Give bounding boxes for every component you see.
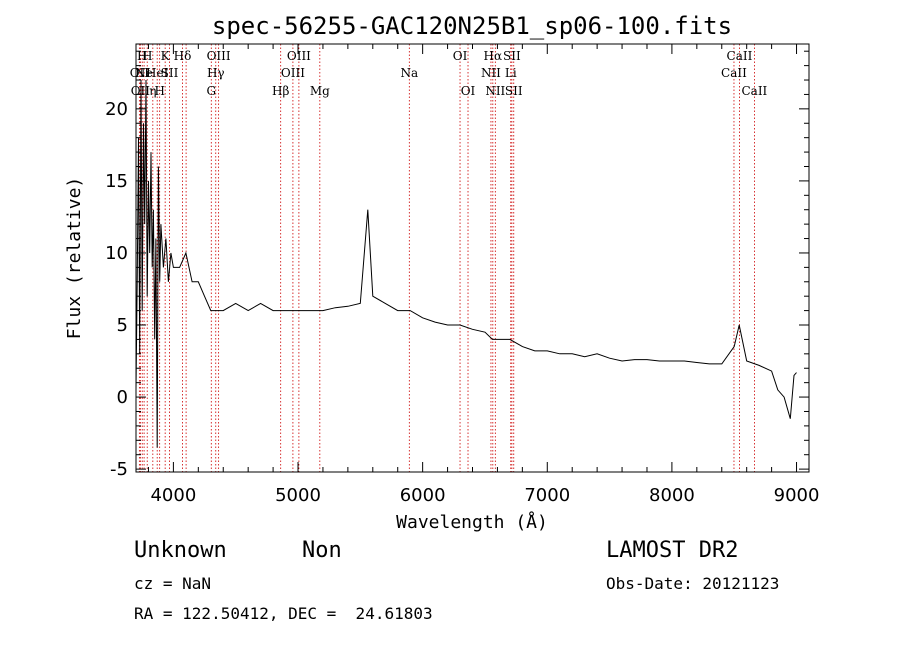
line-label: Hβ (272, 84, 289, 98)
line-label: G (206, 84, 216, 98)
survey-name: LAMOST DR2 (606, 538, 739, 563)
line-label: SII (503, 49, 521, 63)
object-subclass: Non (302, 538, 342, 563)
line-label: η (149, 84, 156, 98)
line-label: Hγ (207, 66, 225, 80)
y-axis-label: Flux (relative) (64, 177, 85, 340)
x-tick-label: 9000 (774, 485, 820, 506)
redshift-cz: cz = NaN (134, 574, 212, 593)
y-tick-label: 20 (105, 99, 128, 120)
line-label: K (161, 49, 171, 63)
line-label: H (154, 84, 164, 98)
x-axis-ticks: 4000 5000 6000 7000 8000 9000 (147, 44, 820, 506)
line-label: H (137, 49, 147, 63)
line-label: SII (505, 84, 523, 98)
x-tick-label: 6000 (400, 485, 446, 506)
line-label: NII (485, 84, 505, 98)
spectrum-line (135, 79, 797, 448)
line-label: H (142, 49, 152, 63)
line-label: Hα (484, 49, 503, 63)
line-label: HeI (146, 66, 169, 80)
line-label: OIII (207, 49, 231, 63)
line-label: SII (161, 66, 179, 80)
plot-frame (135, 43, 810, 473)
y-tick-label: -5 (110, 459, 128, 480)
line-label: Na (400, 66, 418, 80)
line-markers (138, 44, 755, 472)
line-label: CaII (721, 66, 747, 80)
ra-dec: RA = 122.50412, DEC = 24.61803 (134, 604, 433, 623)
y-axis-ticks: -5 0 5 10 15 20 (105, 50, 809, 480)
observation-date: Obs-Date: 20121123 (606, 574, 780, 593)
line-label: CaII (727, 49, 753, 63)
chart-title: spec-56255-GAC120N25B1_sp06-100.fits (212, 12, 732, 40)
y-tick-label: 0 (117, 387, 128, 408)
line-label: Mg (310, 84, 330, 98)
x-axis-label: Wavelength (Å) (396, 511, 548, 533)
spectrum-line-group (135, 79, 797, 448)
x-tick-label: 5000 (275, 485, 321, 506)
line-label: OIII (287, 49, 311, 63)
line-label: OII (130, 66, 150, 80)
line-label: Ne (135, 66, 153, 80)
line-label: CaII (741, 84, 767, 98)
line-labels: OIIOIIHNeHηHeIHKSIIHδGHγOIIIHβOIIIOIIIMg… (130, 49, 768, 98)
object-class: Unknown (134, 538, 227, 563)
line-label: Li (505, 66, 517, 80)
x-tick-label: 8000 (649, 485, 695, 506)
line-label: OIII (281, 66, 305, 80)
x-tick-label: 7000 (524, 485, 570, 506)
line-label: OI (453, 49, 468, 63)
line-label: Hδ (174, 49, 192, 63)
line-label: NII (481, 66, 501, 80)
y-tick-label: 5 (117, 315, 128, 336)
x-tick-label: 4000 (150, 485, 196, 506)
line-label: OI (461, 84, 476, 98)
y-tick-label: 10 (105, 243, 128, 264)
y-tick-label: 15 (105, 171, 128, 192)
